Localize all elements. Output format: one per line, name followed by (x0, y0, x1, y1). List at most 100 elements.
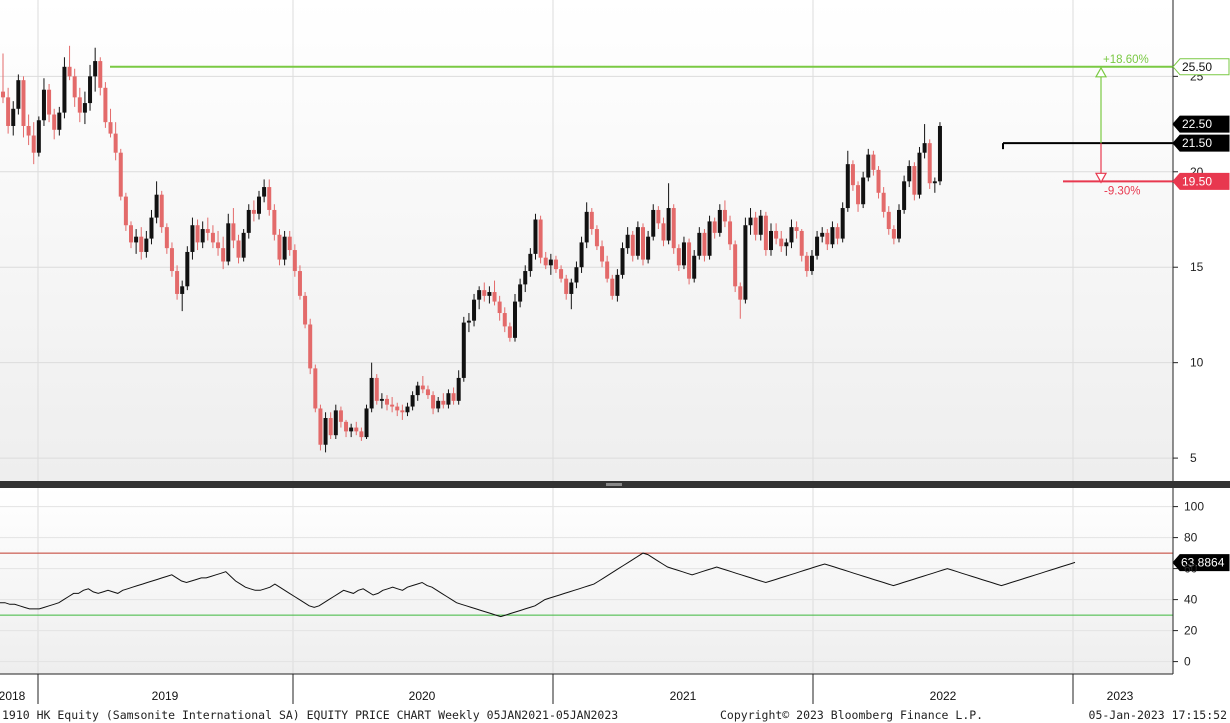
price-tag (1172, 134, 1230, 152)
candle-body (210, 232, 215, 243)
y-tick-label: 20 (1184, 624, 1198, 638)
candle-body (779, 238, 784, 247)
candle-body (36, 120, 41, 153)
candle-body (774, 230, 779, 239)
candle-body (205, 229, 210, 233)
candle-body (282, 236, 287, 260)
candle-body (743, 225, 748, 300)
candle-body (241, 232, 246, 258)
footer-timestamp: 05-Jan-2023 17:15:52 (1089, 708, 1227, 722)
candle-body (477, 290, 482, 300)
candle-body (717, 209, 722, 233)
candle-body (328, 418, 333, 436)
candle-body (707, 221, 712, 256)
candle-body (31, 135, 36, 153)
upside-arrow-head (1094, 66, 1108, 78)
candle-body (26, 125, 31, 136)
level-lines (110, 65, 1173, 183)
candle-body (103, 87, 108, 123)
candle-body (98, 61, 103, 88)
candle-body (195, 225, 200, 243)
candle-body (564, 278, 569, 294)
candle-body (876, 169, 881, 193)
x-tick-label: 2019 (152, 689, 179, 703)
candle-body (559, 269, 564, 279)
candle-body (922, 143, 927, 153)
candle-body (47, 89, 52, 115)
candle-body (502, 313, 507, 327)
candle-body (144, 238, 149, 252)
candle-body (231, 223, 236, 241)
candle-body (799, 230, 804, 256)
candle-body (615, 274, 620, 296)
candle-body (134, 236, 139, 243)
candle-body (251, 209, 256, 214)
rsi-panel-bg (0, 488, 1173, 674)
candle-body (267, 187, 272, 210)
candle-body (67, 66, 72, 77)
candle-body (702, 232, 707, 256)
candle-body (830, 227, 835, 245)
candle-body (262, 187, 267, 197)
candle-body (420, 385, 425, 390)
candle-body (236, 240, 241, 258)
x-tick-label: 2018 (0, 689, 26, 703)
candle-body (349, 427, 354, 432)
candle-body (52, 114, 57, 130)
candle-body (303, 295, 308, 325)
candle-body (543, 257, 548, 266)
candle-body (374, 377, 379, 401)
candle-body (226, 223, 231, 262)
x-axis: 2018 2019 2020 2021 2022 2023 (0, 689, 1134, 703)
candle-body (897, 209, 901, 239)
candle-body (671, 208, 676, 249)
grid-lines (0, 0, 1173, 704)
x-tick-label: 2021 (670, 689, 697, 703)
candle-body (605, 261, 610, 279)
candle-body (594, 229, 599, 247)
y-tick-label: 60 (1184, 562, 1198, 576)
candle-body (82, 103, 87, 113)
x-tick-label: 2022 (930, 689, 957, 703)
y-tick-label: 5 (1190, 451, 1197, 465)
candle-body (456, 377, 461, 401)
candle-body (886, 211, 891, 230)
candle-body (845, 164, 850, 209)
candle-body (466, 320, 471, 323)
candle-body (461, 322, 466, 378)
price-tag-label: 19.50 (1182, 174, 1212, 188)
candle-body (472, 299, 477, 321)
rsi-value-label: 63.8864 (1181, 556, 1225, 570)
candle-body (646, 236, 651, 260)
y-tick-label: 15 (1190, 260, 1204, 274)
downside-arrow-head (1094, 172, 1108, 184)
candle-body (763, 215, 768, 251)
candle-body (553, 259, 558, 270)
candle-body (507, 326, 512, 338)
candle-body (190, 225, 195, 252)
candle-body (446, 393, 451, 405)
candle-body (656, 209, 661, 224)
candle-body (272, 209, 277, 235)
candle-body (574, 267, 579, 283)
candle-body (436, 400, 441, 409)
price-tag-label: 21.50 (1182, 136, 1212, 150)
candle-body (856, 185, 861, 205)
candle-body (533, 219, 538, 254)
candle-body (635, 227, 640, 256)
candle-body (88, 76, 93, 104)
candle-body (379, 398, 384, 401)
downside-percent-label: -9.30% (1104, 185, 1140, 197)
candle-body (666, 208, 671, 241)
candle-body (415, 385, 420, 396)
candle-body (738, 286, 743, 300)
separator-grip[interactable] (606, 483, 622, 486)
candle-body (185, 251, 190, 287)
candle-body (216, 242, 221, 249)
candle-body (354, 427, 359, 432)
y-tick-label: 10 (1190, 356, 1204, 370)
footer-copyright: Copyright© 2023 Bloomberg Finance L.P. (720, 708, 983, 722)
price-tags: 25.50 22.50 21.50 19.50 (1172, 58, 1230, 190)
price-tag (1172, 58, 1230, 76)
candle-body (1, 91, 5, 98)
